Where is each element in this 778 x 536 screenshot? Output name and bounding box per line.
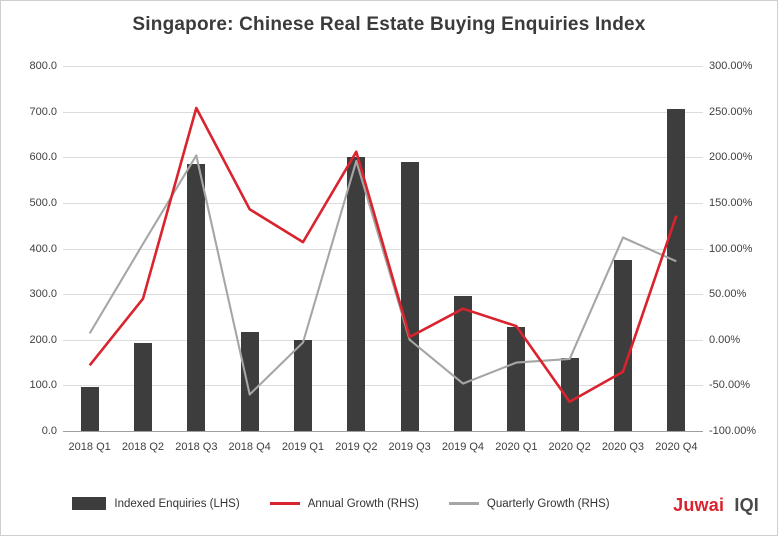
- gridline: [63, 339, 703, 341]
- right-axis-ticks: 300.00% 250.00% 200.00% 150.00% 100.00% 50.00…: [709, 60, 771, 437]
- legend-item: Indexed Enquiries (LHS): [72, 497, 240, 510]
- gridline: [63, 431, 703, 432]
- right-axis-tick-label: -100.00%: [709, 425, 757, 437]
- bar-2018-Q3: [187, 164, 206, 431]
- right-axis-tick-label: 200.00%: [709, 151, 753, 164]
- chart-title: Singapore: Chinese Real Estate Buying En…: [132, 14, 646, 35]
- x-axis-label: 2018 Q4: [228, 441, 271, 453]
- logo-juwai: Juwai: [673, 495, 725, 515]
- x-axis-label: 2019 Q2: [335, 441, 378, 453]
- legend-item: Annual Growth (RHS): [269, 497, 419, 510]
- legend-item: Quarterly Growth (RHS): [448, 497, 610, 510]
- legend-bar-swatch-icon: [72, 497, 107, 510]
- x-axis-label: 2020 Q2: [548, 441, 591, 453]
- bar-2018-Q4: [240, 331, 259, 431]
- gridline: [63, 294, 703, 296]
- bar-2019-Q1: [294, 339, 312, 431]
- bar-2020-Q1: [507, 327, 526, 431]
- x-axis-label: 2019 Q3: [388, 441, 431, 453]
- juwai-iqi-logo: Juwai IQI: [673, 495, 759, 516]
- left-axis-tick-label: 100.0: [29, 379, 57, 392]
- legend: Indexed Enquiries (LHS) Annual Growth (RH…: [41, 497, 641, 510]
- gridline: [63, 66, 703, 67]
- x-axis-label: 2018 Q1: [68, 441, 111, 453]
- left-axis-tick-label: 800.0: [29, 60, 57, 72]
- bar-2020-Q4: [667, 109, 686, 431]
- right-axis-tick-label: 0.00%: [709, 333, 741, 346]
- bar-2018-Q1: [80, 386, 99, 431]
- left-axis-tick-label: 200.0: [29, 333, 57, 346]
- left-axis-tick-label: 0.0: [41, 425, 57, 437]
- bar-2019-Q2: [347, 157, 366, 431]
- gridline: [63, 111, 703, 113]
- x-axis-label: 2020 Q3: [601, 441, 645, 453]
- gridline: [63, 157, 703, 159]
- legend-line-swatch-icon: [269, 502, 300, 505]
- x-axis-label: 2019 Q4: [441, 441, 485, 453]
- right-axis-tick-label: 150.00%: [709, 196, 753, 209]
- x-axis-label: 2019 Q1: [281, 441, 325, 453]
- left-axis-tick-label: 400.0: [29, 242, 57, 255]
- right-axis-tick-label: 250.00%: [709, 105, 753, 118]
- right-axis-tick-label: 50.00%: [709, 288, 747, 301]
- gridline: [63, 202, 703, 204]
- left-axis-tick-label: 500.0: [29, 196, 57, 209]
- bar-2019-Q4: [454, 296, 472, 431]
- x-axis-labels: 2018 Q1 2018 Q2 2018 Q3 2018 Q4 2019 Q1 2019 …: [63, 441, 703, 459]
- x-axis-label: 2018 Q3: [175, 441, 218, 453]
- plot-area: [63, 66, 703, 432]
- left-axis-tick-label: 300.0: [29, 288, 57, 301]
- right-axis-tick-label: -50.00%: [709, 379, 750, 392]
- bar-2019-Q3: [400, 161, 419, 431]
- left-axis-tick-label: 700.0: [29, 105, 57, 118]
- right-axis-tick-label: 100.00%: [709, 242, 753, 255]
- x-axis-label: 2018 Q2: [121, 441, 165, 453]
- legend-label: Indexed Enquiries (LHS): [114, 497, 240, 510]
- gridline: [63, 385, 703, 387]
- line-quarterly-growth: [88, 154, 677, 396]
- legend-line-swatch-icon: [448, 502, 479, 505]
- line-annual-growth: [88, 106, 678, 404]
- x-axis-label: 2020 Q4: [655, 441, 698, 453]
- logo-iqi: IQI: [734, 495, 759, 515]
- legend-label: Annual Growth (RHS): [307, 497, 419, 510]
- left-axis-tick-label: 600.0: [29, 151, 57, 164]
- x-axis-label: 2020 Q1: [495, 441, 538, 453]
- line-series-layer: [88, 106, 678, 404]
- bar-2018-Q2: [134, 343, 152, 431]
- left-axis-ticks: 800.0 700.0 600.0 500.0 400.0 300.0 200.0 100.0…: [9, 60, 57, 437]
- legend-label: Quarterly Growth (RHS): [486, 497, 610, 510]
- bar-2020-Q2: [560, 358, 579, 431]
- bar-2020-Q3: [614, 259, 632, 431]
- right-axis-tick-label: 300.00%: [709, 60, 753, 72]
